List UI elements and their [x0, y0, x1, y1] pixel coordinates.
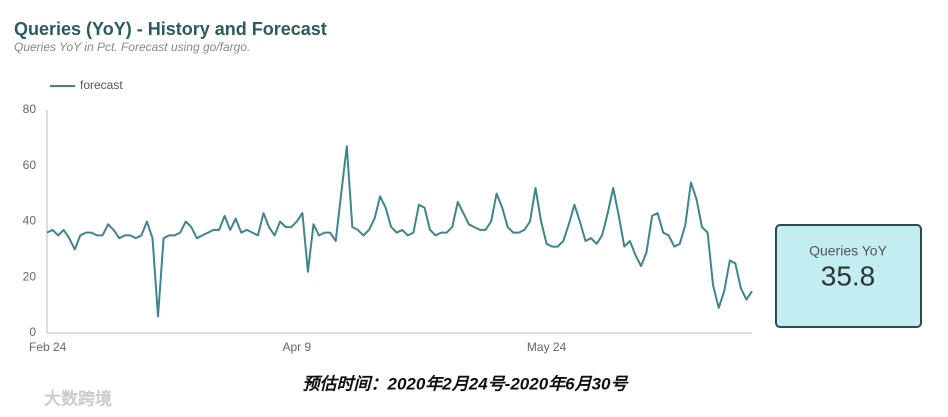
scorecard [775, 224, 922, 328]
watermark: 大数跨境 [44, 388, 112, 408]
y-tick-label: 0 [29, 325, 36, 339]
y-tick-label: 40 [23, 214, 37, 228]
legend-label: forecast [80, 78, 123, 92]
y-tick-label: 20 [23, 269, 37, 283]
caption: 预估时间：2020年2月24号-2020年6月30号 [302, 374, 629, 393]
scorecard-value: 35.8 [821, 260, 876, 291]
x-tick-label: May 24 [527, 340, 567, 354]
y-tick-label: 60 [23, 158, 37, 172]
x-tick-label: Feb 24 [29, 340, 67, 354]
y-tick-label: 80 [23, 102, 37, 116]
x-tick-label: Apr 9 [282, 340, 311, 354]
data-line [46, 145, 753, 318]
chart-title: Queries (YoY) - History and Forecast [14, 19, 327, 39]
scorecard-label: Queries YoY [809, 243, 887, 259]
chart-subtitle: Queries YoY in Pct. Forecast using go/fa… [14, 40, 250, 54]
